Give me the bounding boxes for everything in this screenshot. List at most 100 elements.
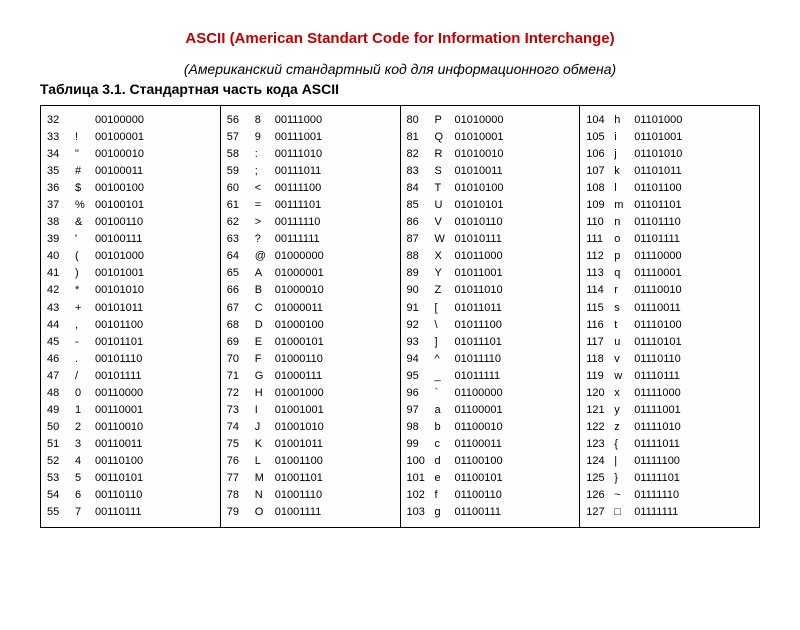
table-column: 568001110005790011100158:0011101059;0011… [221, 106, 401, 527]
table-row: 77M01001101 [225, 470, 396, 487]
cell-decimal: 45 [45, 334, 75, 351]
cell-char: y [614, 402, 634, 419]
cell-binary: 00101010 [95, 282, 216, 299]
table-column: 80P0101000081Q0101000182R0101001083S0101… [401, 106, 581, 527]
cell-char: I [255, 402, 275, 419]
cell-decimal: 49 [45, 402, 75, 419]
cell-char: _ [435, 368, 455, 385]
cell-char: C [255, 300, 275, 317]
cell-decimal: 85 [405, 197, 435, 214]
table-row: 84T01010100 [405, 180, 576, 197]
cell-char: b [435, 419, 455, 436]
cell-binary: 01100111 [455, 504, 576, 521]
cell-binary: 01011100 [455, 317, 576, 334]
ascii-table: 320010000033!0010000134"0010001035#00100… [40, 105, 760, 528]
cell-binary: 01100000 [455, 385, 576, 402]
table-row: 39'00100111 [45, 231, 216, 248]
cell-binary: 00100110 [95, 214, 216, 231]
cell-decimal: 86 [405, 214, 435, 231]
cell-char: + [75, 300, 95, 317]
cell-decimal: 88 [405, 248, 435, 265]
cell-decimal: 46 [45, 351, 75, 368]
cell-char: m [614, 197, 634, 214]
cell-binary: 01100010 [455, 419, 576, 436]
cell-decimal: 44 [45, 317, 75, 334]
cell-char: ^ [435, 351, 455, 368]
cell-binary: 01001001 [275, 402, 396, 419]
cell-binary: 00100111 [95, 231, 216, 248]
cell-binary: 00110111 [95, 504, 216, 521]
table-row: 50200110010 [45, 419, 216, 436]
cell-decimal: 40 [45, 248, 75, 265]
table-row: 75K01001011 [225, 436, 396, 453]
cell-binary: 01110001 [634, 265, 755, 282]
cell-char: z [614, 419, 634, 436]
cell-binary: 00101111 [95, 368, 216, 385]
cell-decimal: 52 [45, 453, 75, 470]
cell-binary: 01010111 [455, 231, 576, 248]
cell-decimal: 57 [225, 129, 255, 146]
table-row: 73I01001001 [225, 402, 396, 419]
cell-decimal: 125 [584, 470, 614, 487]
cell-decimal: 82 [405, 146, 435, 163]
cell-decimal: 97 [405, 402, 435, 419]
cell-char: c [435, 436, 455, 453]
cell-decimal: 120 [584, 385, 614, 402]
cell-char: J [255, 419, 275, 436]
table-row: 36$00100100 [45, 180, 216, 197]
cell-decimal: 83 [405, 163, 435, 180]
cell-decimal: 109 [584, 197, 614, 214]
cell-binary: 00111001 [275, 129, 396, 146]
table-row: 110n01101110 [584, 214, 755, 231]
cell-binary: 00110011 [95, 436, 216, 453]
cell-char: o [614, 231, 634, 248]
table-row: 57900111001 [225, 129, 396, 146]
cell-char: M [255, 470, 275, 487]
cell-char: x [614, 385, 634, 402]
cell-char: > [255, 214, 275, 231]
cell-decimal: 65 [225, 265, 255, 282]
cell-char: e [435, 470, 455, 487]
cell-binary: 00110101 [95, 470, 216, 487]
cell-char: T [435, 180, 455, 197]
cell-binary: 00111101 [275, 197, 396, 214]
cell-binary: 01101000 [634, 112, 755, 129]
cell-decimal: 51 [45, 436, 75, 453]
table-row: 93]01011101 [405, 334, 576, 351]
table-caption: Таблица 3.1. Стандартная часть кода ASCI… [40, 81, 800, 97]
cell-decimal: 101 [405, 470, 435, 487]
cell-binary: 01000011 [275, 300, 396, 317]
cell-char: @ [255, 248, 275, 265]
cell-decimal: 124 [584, 453, 614, 470]
table-row: 115s01110011 [584, 300, 755, 317]
cell-decimal: 69 [225, 334, 255, 351]
cell-binary: 01101010 [634, 146, 755, 163]
cell-binary: 01111100 [634, 453, 755, 470]
table-row: 121y01111001 [584, 402, 755, 419]
cell-binary: 00111100 [275, 180, 396, 197]
cell-decimal: 36 [45, 180, 75, 197]
cell-char: - [75, 334, 95, 351]
cell-decimal: 123 [584, 436, 614, 453]
table-row: 83S01010011 [405, 163, 576, 180]
table-row: 102f01100110 [405, 487, 576, 504]
cell-char: " [75, 146, 95, 163]
cell-binary: 01110011 [634, 300, 755, 317]
cell-decimal: 53 [45, 470, 75, 487]
table-row: 51300110011 [45, 436, 216, 453]
cell-char: L [255, 453, 275, 470]
cell-char: * [75, 282, 95, 299]
cell-decimal: 42 [45, 282, 75, 299]
cell-binary: 01111101 [634, 470, 755, 487]
table-row: 62>00111110 [225, 214, 396, 231]
table-row: 113q01110001 [584, 265, 755, 282]
cell-char: j [614, 146, 634, 163]
cell-binary: 01000010 [275, 282, 396, 299]
cell-char: f [435, 487, 455, 504]
table-row: 114r01110010 [584, 282, 755, 299]
cell-binary: 00101011 [95, 300, 216, 317]
cell-char: ) [75, 265, 95, 282]
cell-decimal: 90 [405, 282, 435, 299]
cell-decimal: 91 [405, 300, 435, 317]
cell-binary: 01010010 [455, 146, 576, 163]
